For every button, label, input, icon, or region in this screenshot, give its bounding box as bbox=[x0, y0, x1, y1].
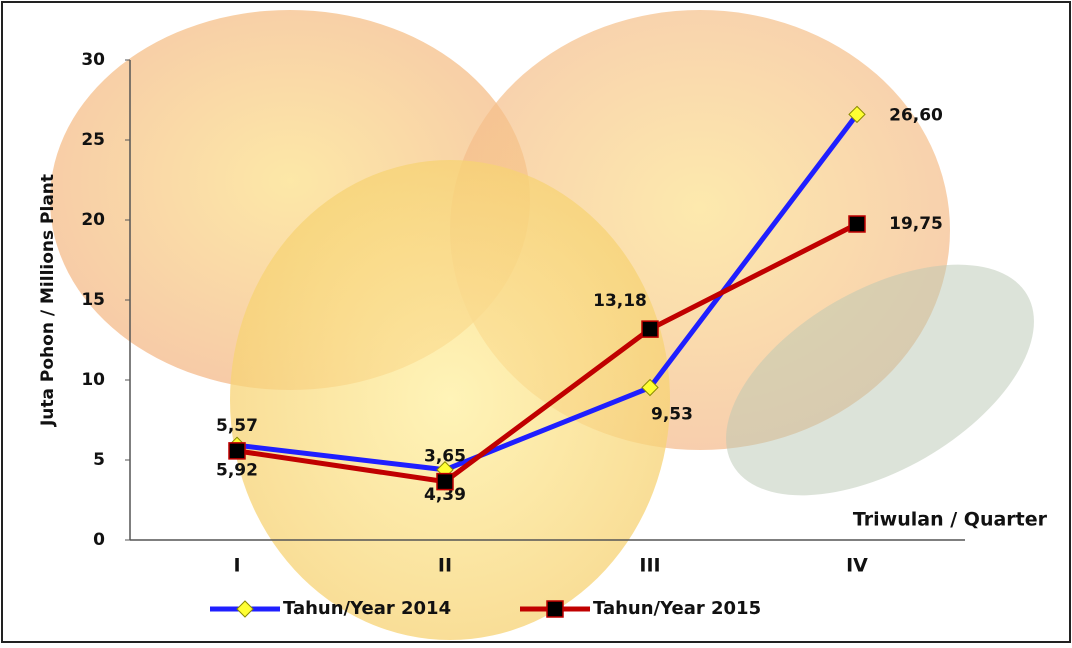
y-tick-label: 10 bbox=[81, 370, 105, 390]
y-tick-label: 20 bbox=[81, 210, 105, 230]
x-tick-label: II bbox=[438, 555, 452, 577]
data-label: 5,92 bbox=[216, 460, 258, 480]
marker bbox=[436, 472, 454, 491]
data-label: 13,18 bbox=[593, 291, 647, 311]
marker bbox=[228, 442, 246, 460]
leaf-shape bbox=[726, 264, 1034, 496]
line bbox=[236, 221, 859, 485]
data-label: 5,57 bbox=[216, 416, 258, 436]
data-label: 26,60 bbox=[889, 105, 943, 125]
data-label: 4,39 bbox=[424, 485, 466, 505]
y-tick-label: 30 bbox=[81, 50, 105, 70]
line bbox=[236, 112, 859, 473]
y-tick-label: 5 bbox=[93, 450, 105, 470]
x-axis-label: Triwulan / Quarter bbox=[853, 509, 1048, 531]
y-tick-label: 25 bbox=[81, 130, 105, 150]
marker bbox=[848, 105, 866, 124]
fruit-shape bbox=[230, 160, 670, 640]
data-label: 3,65 bbox=[424, 447, 466, 467]
legend-label: Tahun/Year 2015 bbox=[593, 598, 761, 619]
marker bbox=[236, 600, 254, 618]
x-tick-label: III bbox=[639, 555, 660, 577]
legend-label: Tahun/Year 2014 bbox=[283, 598, 451, 619]
x-tick-label: IV bbox=[846, 555, 868, 577]
x-tick-label: I bbox=[233, 555, 240, 577]
data-label: 9,53 bbox=[651, 405, 693, 425]
marker bbox=[641, 378, 659, 397]
y-tick-label: 0 bbox=[93, 530, 105, 550]
marker bbox=[641, 320, 659, 338]
marker bbox=[848, 215, 866, 233]
data-label: 19,75 bbox=[889, 214, 943, 234]
marker bbox=[546, 600, 564, 618]
y-tick-label: 15 bbox=[81, 290, 105, 310]
y-axis-label: Juta Pohon / Millions Plant bbox=[38, 174, 58, 427]
